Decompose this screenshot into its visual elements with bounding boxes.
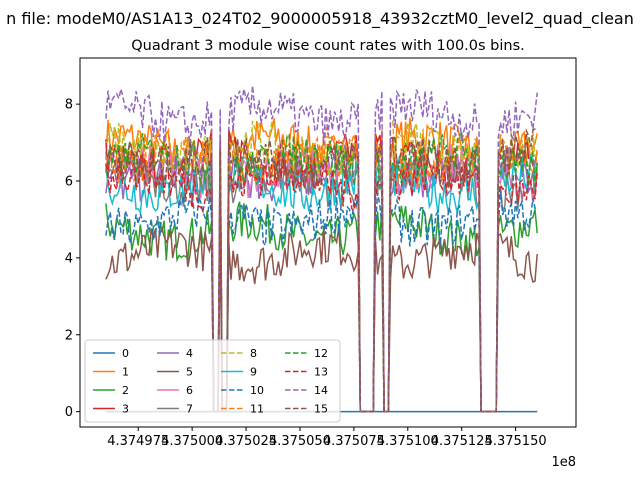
x-tick-label: 4.375100: [377, 434, 439, 449]
y-tick-label: 4: [65, 251, 73, 266]
x-axis-offset-text: 1e8: [551, 455, 576, 470]
x-tick-label: 4.375050: [269, 434, 331, 449]
y-axis: 0 2 4 6 8: [65, 98, 80, 420]
x-axis: 4.3749754.3750004.3750254.3750504.375075…: [107, 427, 547, 449]
legend-label-8: 8: [250, 347, 257, 360]
y-tick-label: 8: [65, 98, 73, 113]
x-tick-label: 4.375150: [485, 434, 547, 449]
legend-label-14: 14: [314, 384, 328, 397]
legend-label-5: 5: [186, 366, 193, 379]
legend-label-3: 3: [122, 403, 129, 416]
series-line-2: [105, 201, 538, 413]
y-tick-label: 0: [65, 405, 73, 420]
legend-label-9: 9: [250, 366, 257, 379]
series-line-15: [105, 127, 538, 413]
series-line-13: [105, 150, 538, 413]
legend-label-7: 7: [186, 403, 193, 416]
legend-label-11: 11: [250, 403, 264, 416]
series-line-10: [105, 190, 538, 413]
series-line-11: [105, 126, 538, 413]
legend-label-12: 12: [314, 347, 328, 360]
x-tick-label: 4.375025: [215, 434, 277, 449]
legend-label-1: 1: [122, 366, 129, 379]
legend-label-0: 0: [122, 347, 129, 360]
figure-suptitle: n file: modeM0/AS1A13_024T02_9000005918_…: [6, 9, 634, 29]
series-line-5: [105, 225, 538, 413]
y-tick-label: 2: [65, 328, 73, 343]
legend-label-15: 15: [314, 403, 328, 416]
chart-title: Quadrant 3 module wise count rates with …: [131, 38, 525, 54]
series-line-14: [105, 85, 538, 413]
legend-label-13: 13: [314, 366, 328, 379]
x-tick-label: 4.375075: [323, 434, 385, 449]
legend-label-2: 2: [122, 384, 129, 397]
legend-label-10: 10: [250, 384, 264, 397]
x-tick-label: 4.374975: [107, 434, 169, 449]
legend-label-6: 6: [186, 384, 193, 397]
y-tick-label: 6: [65, 175, 73, 190]
legend-label-4: 4: [186, 347, 193, 360]
x-tick-label: 4.375125: [431, 434, 493, 449]
series-line-9: [105, 153, 538, 413]
x-tick-label: 4.375000: [161, 434, 223, 449]
